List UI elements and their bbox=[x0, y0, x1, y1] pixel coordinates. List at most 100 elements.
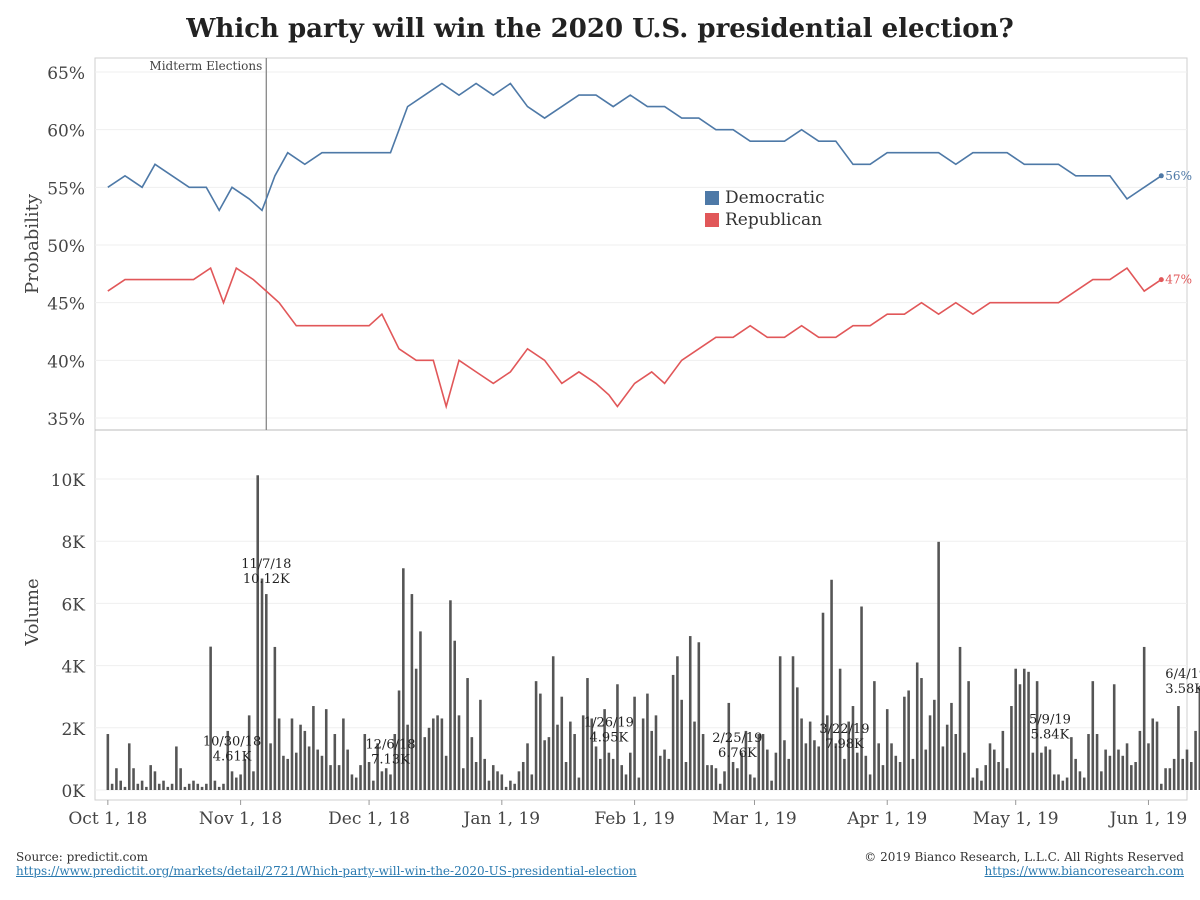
series-end-dot bbox=[1158, 277, 1164, 283]
site-link[interactable]: https://www.biancoresearch.com bbox=[984, 864, 1184, 878]
volume-bar bbox=[145, 786, 148, 790]
volume-bar bbox=[170, 783, 174, 790]
volume-bar bbox=[346, 749, 349, 790]
volume-bar bbox=[1172, 758, 1176, 790]
volume-bar bbox=[988, 743, 992, 790]
volume-bar bbox=[551, 656, 555, 790]
volume-bar bbox=[1104, 749, 1107, 790]
volume-bar bbox=[414, 668, 418, 790]
volume-bar bbox=[633, 696, 636, 790]
volume-annotation-value: 4.95K bbox=[590, 731, 629, 746]
volume-bar bbox=[1022, 668, 1026, 790]
volume-bar bbox=[119, 780, 122, 790]
volume-bar bbox=[933, 699, 936, 790]
x-tick-label: Feb 1, 19 bbox=[594, 809, 674, 829]
volume-bar bbox=[530, 774, 534, 790]
volume-bar bbox=[226, 730, 230, 790]
volume-bar bbox=[217, 786, 221, 790]
volume-bar bbox=[1125, 743, 1129, 790]
volume-bar bbox=[808, 721, 812, 790]
volume-bar bbox=[813, 740, 816, 790]
volume-bar bbox=[855, 752, 859, 790]
volume-bar bbox=[877, 743, 880, 790]
volume-annotation-value: 7.13K bbox=[371, 752, 410, 767]
volume-bar bbox=[487, 780, 491, 790]
volume-bar bbox=[504, 786, 508, 790]
volume-bar bbox=[303, 730, 307, 790]
volume-bar bbox=[1040, 752, 1043, 790]
volume-bar bbox=[975, 768, 979, 790]
volume-bar bbox=[671, 674, 675, 790]
prob-axis-label: Probability bbox=[22, 193, 43, 294]
volume-bar bbox=[1181, 758, 1184, 790]
volume-bar bbox=[153, 771, 157, 790]
volume-bar bbox=[115, 768, 118, 790]
volume-bar bbox=[714, 768, 718, 790]
volume-bar bbox=[629, 752, 632, 790]
volume-annotation-date: 5/9/19 bbox=[1029, 713, 1071, 728]
volume-bar bbox=[406, 724, 409, 790]
legend-swatch-democratic bbox=[705, 191, 719, 205]
volume-bar bbox=[534, 681, 538, 790]
volume-bar bbox=[444, 755, 448, 790]
volume-bar bbox=[980, 780, 983, 790]
volume-bar bbox=[457, 715, 461, 790]
midterm-label: Midterm Elections bbox=[149, 59, 262, 73]
volume-bar bbox=[569, 721, 572, 790]
volume-bar bbox=[1185, 749, 1189, 790]
prob-tick-label: 35% bbox=[47, 410, 85, 430]
volume-bar bbox=[1035, 681, 1039, 790]
chart-title: Which party will win the 2020 U.S. presi… bbox=[186, 14, 1014, 44]
volume-bar bbox=[440, 718, 444, 790]
volume-annotation-date: 1/26/19 bbox=[584, 716, 634, 731]
volume-bar bbox=[367, 762, 371, 790]
volume-bar bbox=[971, 777, 975, 790]
volume-bar bbox=[778, 656, 782, 790]
x-tick-label: Mar 1, 19 bbox=[712, 809, 796, 829]
volume-annotation-date: 10/30/18 bbox=[203, 734, 261, 749]
volume-bar bbox=[727, 702, 731, 790]
volume-bar bbox=[868, 774, 872, 790]
volume-bar bbox=[620, 765, 624, 790]
volume-bar bbox=[821, 612, 825, 790]
volume-bar bbox=[474, 762, 478, 790]
volume-bar bbox=[265, 594, 268, 790]
volume-bar bbox=[1087, 734, 1090, 790]
volume-tick-label: 0K bbox=[61, 782, 85, 802]
volume-bar bbox=[753, 777, 756, 790]
volume-bar bbox=[915, 662, 919, 790]
volume-bar bbox=[907, 690, 910, 790]
volume-bar bbox=[132, 768, 135, 790]
volume-bar bbox=[663, 749, 666, 790]
volume-bar bbox=[384, 768, 388, 790]
volume-annotation-date: 6/4/19 bbox=[1165, 667, 1200, 682]
volume-bar bbox=[247, 715, 251, 790]
volume-annotation-value: 6.76K bbox=[718, 746, 757, 761]
volume-bar bbox=[260, 578, 264, 790]
volume-bar bbox=[1121, 755, 1125, 790]
legend-label-republican: Republican bbox=[725, 210, 822, 230]
volume-bar bbox=[436, 715, 439, 790]
volume-bar bbox=[470, 737, 474, 790]
volume-bar bbox=[222, 783, 225, 790]
volume-bar bbox=[243, 758, 247, 790]
volume-bar bbox=[402, 568, 405, 790]
volume-bar bbox=[1057, 774, 1060, 790]
volume-bar bbox=[329, 765, 332, 790]
volume-bar bbox=[200, 786, 204, 790]
volume-bar bbox=[410, 594, 414, 790]
volume-bar bbox=[1010, 706, 1013, 790]
volume-bar bbox=[1134, 762, 1137, 790]
volume-bar bbox=[350, 774, 354, 790]
source-link[interactable]: https://www.predictit.org/markets/detail… bbox=[16, 864, 637, 878]
volume-bar bbox=[701, 734, 705, 790]
volume-bar bbox=[963, 752, 966, 790]
volume-tick-label: 2K bbox=[61, 720, 85, 740]
volume-bar bbox=[500, 774, 504, 790]
x-tick-label: Jun 1, 19 bbox=[1108, 809, 1187, 829]
volume-bar bbox=[740, 752, 743, 790]
prob-tick-label: 55% bbox=[47, 179, 85, 199]
legend-label-democratic: Democratic bbox=[725, 188, 825, 208]
volume-bar bbox=[658, 755, 662, 790]
